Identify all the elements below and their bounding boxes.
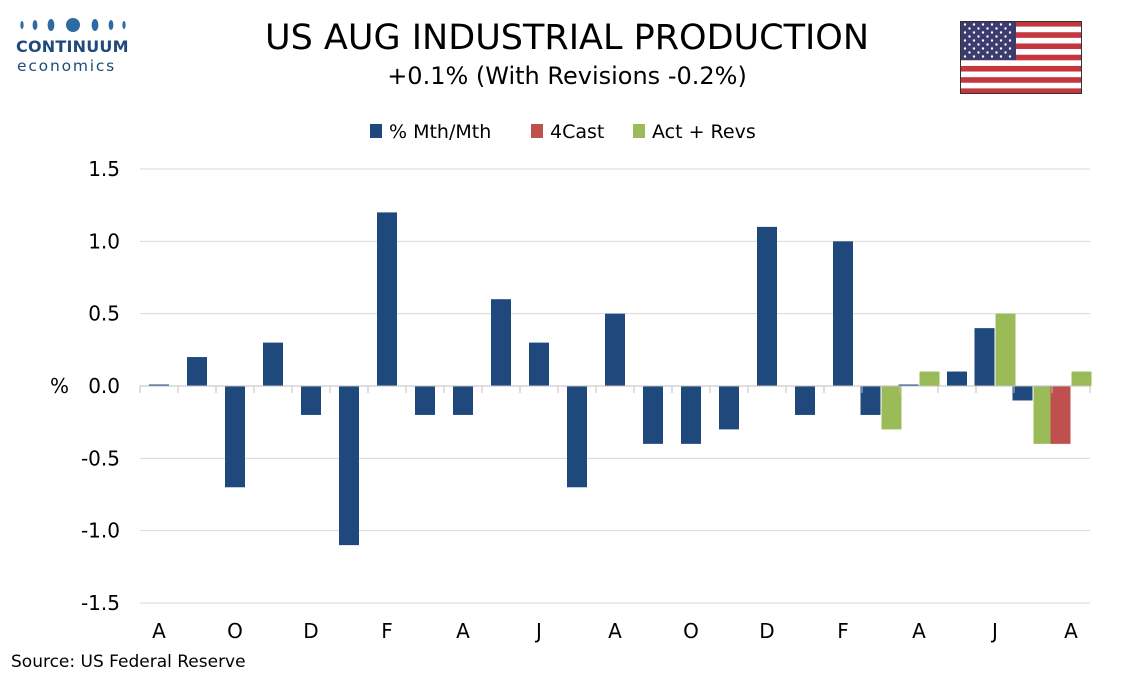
bar-mth — [263, 342, 283, 386]
x-tick-label: A — [1064, 619, 1078, 643]
chart-title: US AUG INDUSTRIAL PRODUCTION — [264, 18, 870, 58]
bar-act-revs — [881, 386, 902, 430]
legend-swatch-mth — [370, 124, 382, 138]
legend-label-rev: Act + Revs — [652, 121, 756, 143]
y-tick-label: 1.0 — [88, 229, 120, 253]
legend-swatch-fcast — [531, 124, 543, 138]
bar-mth — [833, 241, 853, 386]
bar-act-revs — [919, 371, 940, 386]
bar-mth — [187, 357, 207, 386]
bar-mth — [860, 386, 881, 415]
bar-mth — [529, 342, 549, 386]
bar-mth — [757, 226, 777, 386]
x-tick-label: A — [456, 619, 470, 643]
legend: % Mth/Mth 4Cast Act + Revs — [370, 121, 756, 143]
y-tick-label: 0.5 — [88, 302, 120, 326]
logo-brand: CONTINUUM — [16, 37, 129, 56]
bar-mth — [719, 386, 739, 430]
logo-sub: economics — [17, 57, 117, 75]
x-tick-label: O — [683, 619, 699, 643]
legend-swatch-rev — [633, 124, 645, 138]
bar-mth — [567, 386, 587, 488]
bar-mth — [947, 371, 967, 386]
bar-4cast — [1050, 386, 1071, 444]
x-tick-label: A — [152, 619, 166, 643]
x-tick-label: A — [608, 619, 622, 643]
bar-mth — [301, 386, 321, 415]
bar-mth — [453, 386, 473, 415]
x-tick-label: J — [534, 619, 542, 643]
continuum-logo: CONTINUUM economics — [14, 14, 134, 76]
bar-act-revs — [1071, 371, 1092, 386]
bar-mth — [681, 386, 701, 444]
y-tick-label: 1.5 — [88, 157, 120, 181]
bar-mth — [898, 384, 919, 386]
bar-mth — [974, 328, 995, 386]
us-flag-icon — [960, 21, 1082, 94]
bar-mth — [491, 299, 511, 386]
x-tick-label: J — [990, 619, 998, 643]
x-tick-label: O — [227, 619, 243, 643]
x-tick-label: D — [303, 619, 318, 643]
y-tick-label: -1.0 — [81, 519, 120, 543]
x-tick-label: F — [837, 619, 849, 643]
y-tick-label: -0.5 — [81, 446, 120, 470]
x-tick-label: F — [381, 619, 393, 643]
bar-act-revs — [995, 313, 1016, 386]
bar-mth — [149, 384, 169, 386]
legend-label-fcast: 4Cast — [550, 121, 604, 143]
chart-subtitle: +0.1% (With Revisions -0.2%) — [387, 62, 747, 90]
bar-mth — [605, 313, 625, 386]
y-tick-label: 0.0 — [88, 374, 120, 398]
bar-mth — [339, 386, 359, 546]
legend-label-mth: % Mth/Mth — [389, 121, 491, 143]
x-tick-label: D — [759, 619, 774, 643]
x-tick-label: A — [912, 619, 926, 643]
bar-mth — [795, 386, 815, 415]
bar-act-revs — [1033, 386, 1054, 444]
logo-dots-icon — [20, 18, 126, 32]
y-tick-label: -1.5 — [81, 591, 120, 615]
bar-mth — [377, 212, 397, 386]
y-axis-label: % — [50, 374, 69, 398]
source-note: Source: US Federal Reserve — [11, 652, 246, 672]
bar-mth — [225, 386, 245, 488]
bar-mth — [415, 386, 435, 415]
bar-mth — [1012, 386, 1033, 401]
bar-mth — [643, 386, 663, 444]
